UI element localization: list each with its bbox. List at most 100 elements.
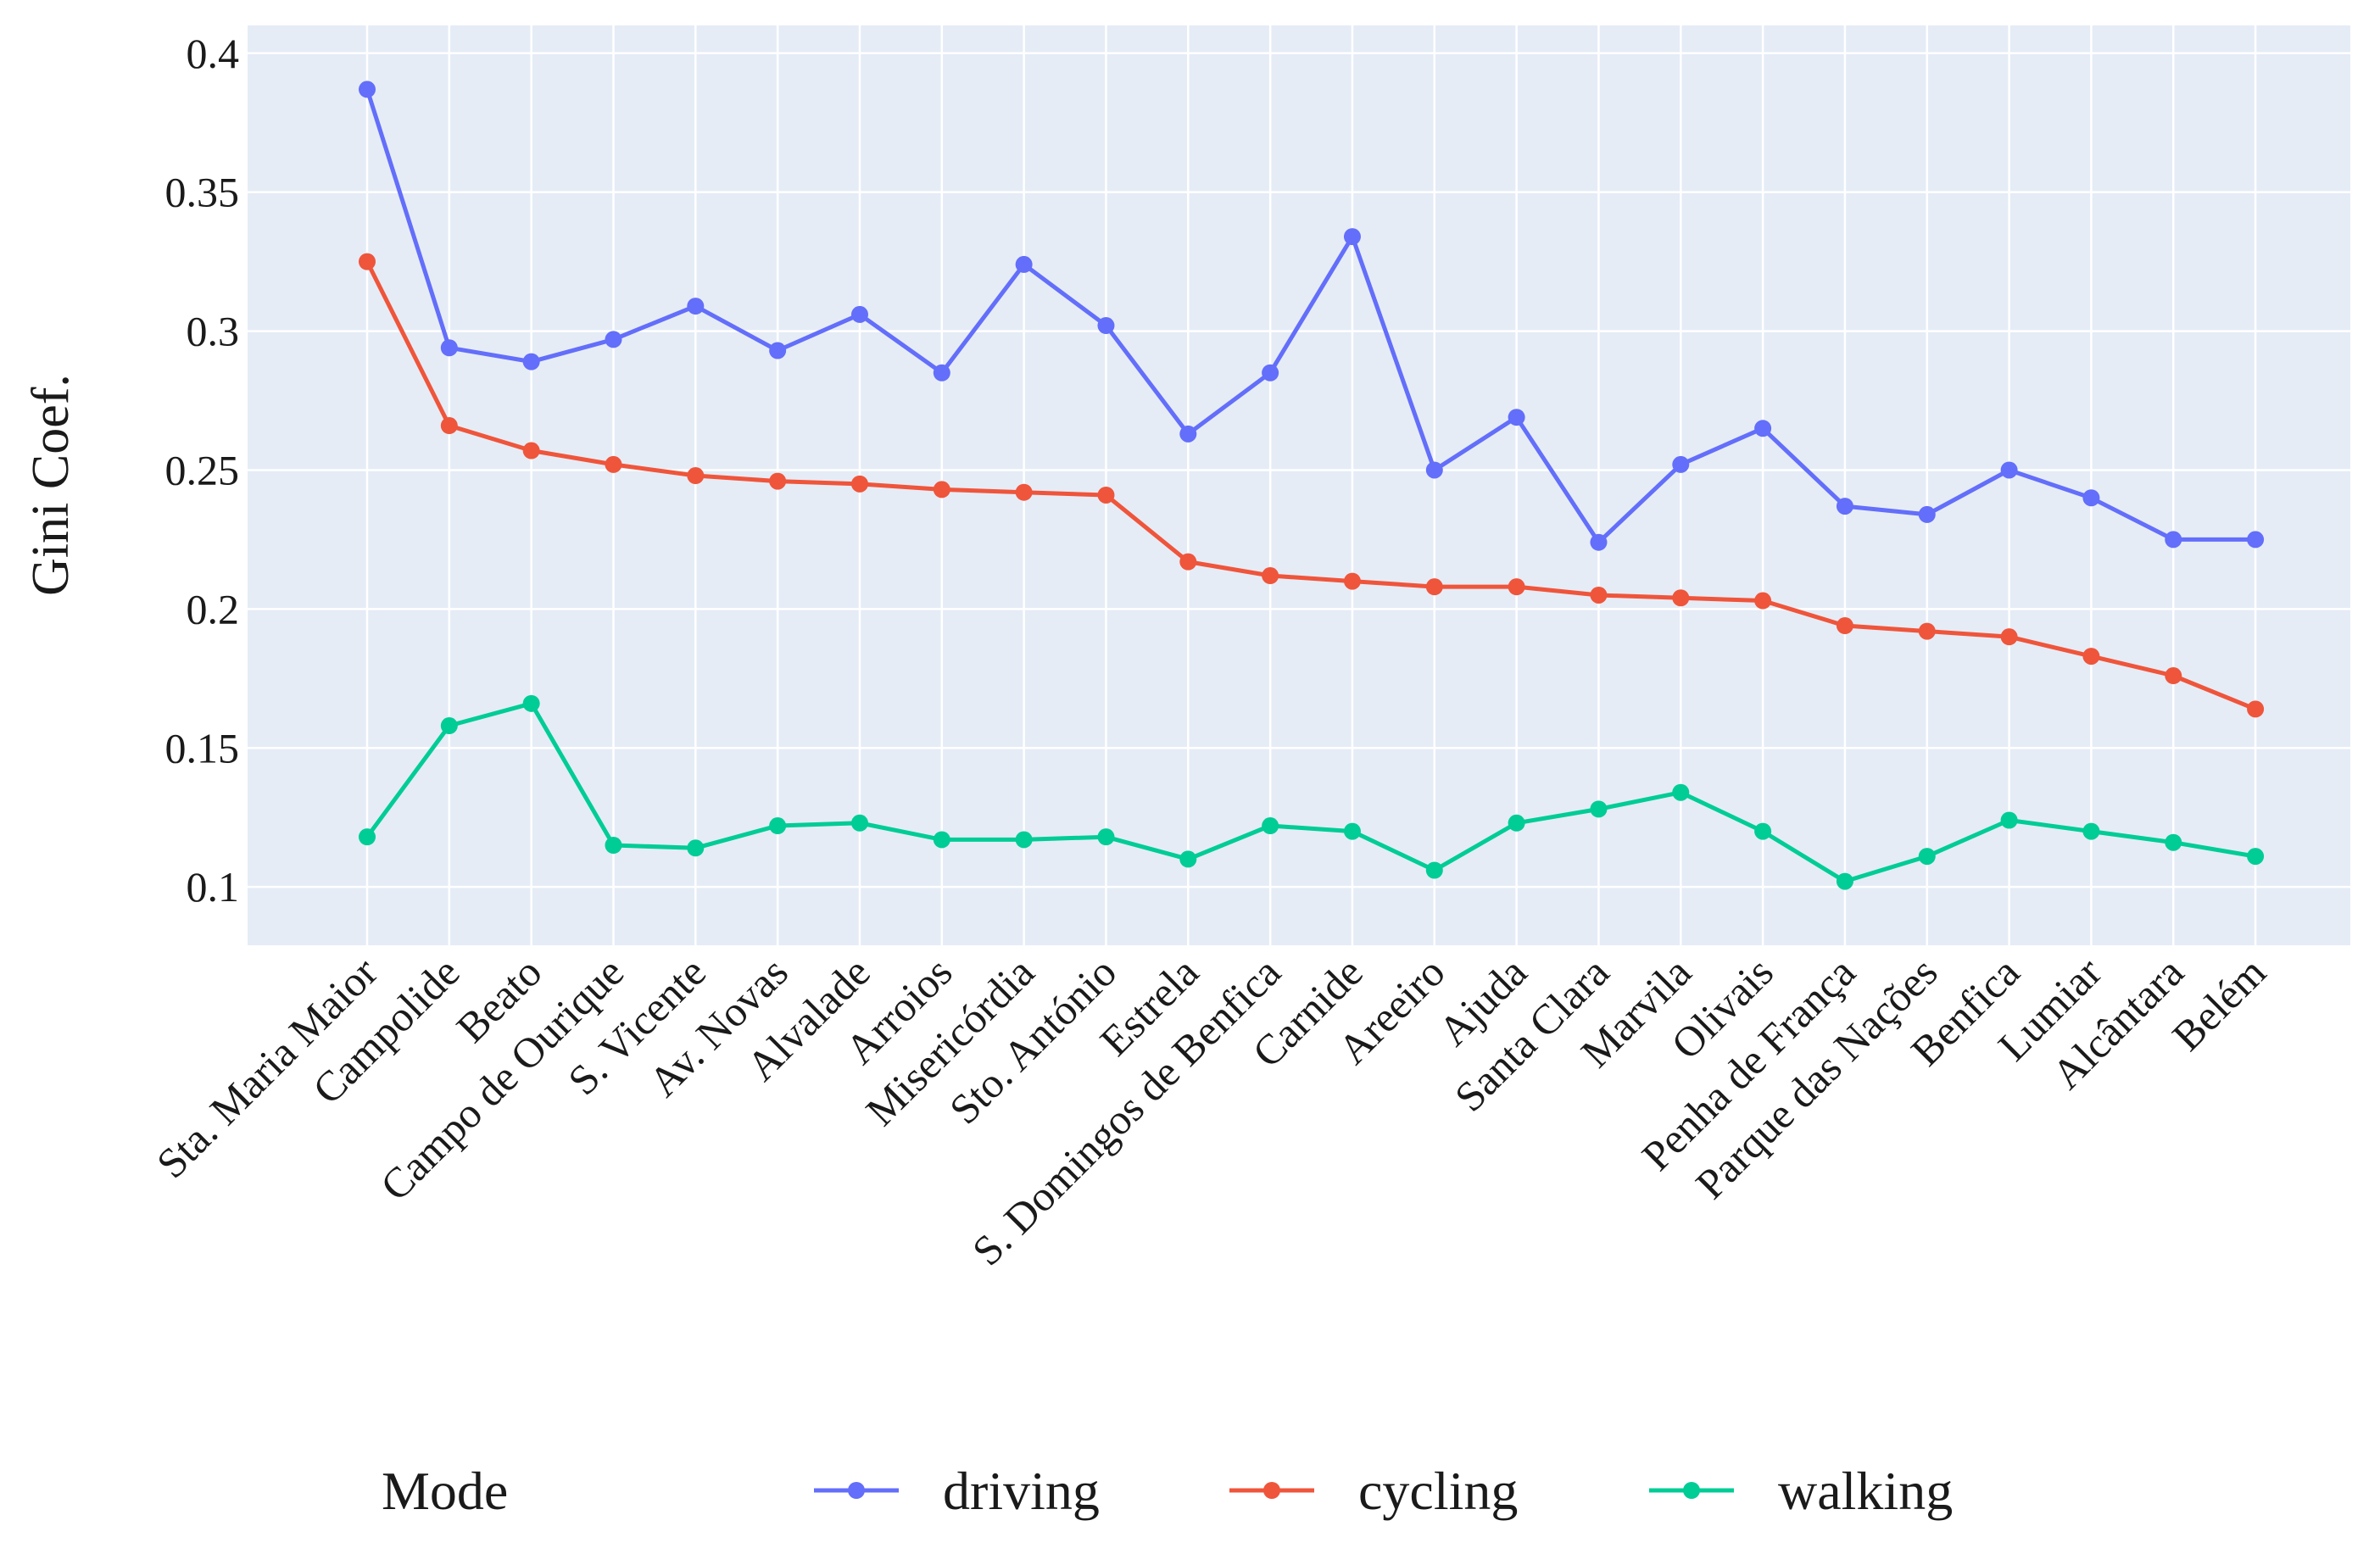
cycling-point bbox=[1015, 483, 1033, 501]
y-axis-ticks: 0.1 0.15 0.2 0.25 0.3 0.35 0.4 bbox=[165, 30, 240, 911]
driving-point bbox=[2247, 531, 2265, 549]
cycling-point bbox=[1343, 572, 1361, 590]
legend-swatch-marker bbox=[1263, 1482, 1280, 1499]
walking-point bbox=[1754, 822, 1772, 840]
cycling-point bbox=[2247, 700, 2265, 718]
cycling-point bbox=[2000, 628, 2018, 646]
driving-point bbox=[522, 353, 540, 370]
legend-item-walking[interactable]: walking bbox=[1649, 1461, 1953, 1521]
walking-point bbox=[1425, 861, 1443, 879]
driving-line bbox=[365, 88, 2256, 545]
y-tick-label: 0.25 bbox=[165, 446, 240, 493]
cycling-point bbox=[522, 442, 540, 459]
driving-point bbox=[1343, 228, 1361, 246]
legend-item-driving[interactable]: driving bbox=[814, 1461, 1100, 1521]
legend-swatch-marker bbox=[848, 1482, 865, 1499]
cycling-point bbox=[687, 467, 705, 485]
cycling-point bbox=[1179, 553, 1197, 571]
cycling-point bbox=[1590, 586, 1608, 604]
plot-area bbox=[248, 25, 2350, 945]
series-walking bbox=[359, 694, 2265, 890]
walking-point bbox=[2000, 811, 2018, 829]
walking-point bbox=[1097, 828, 1115, 846]
driving-point bbox=[1508, 409, 1525, 426]
walking-point bbox=[359, 828, 376, 846]
legend-label: driving bbox=[943, 1461, 1100, 1521]
walking-point bbox=[605, 836, 622, 854]
driving-point bbox=[1590, 533, 1608, 551]
driving-point bbox=[1918, 505, 1936, 523]
driving-point bbox=[933, 364, 950, 382]
y-tick-label: 0.2 bbox=[187, 585, 240, 632]
cycling-point bbox=[850, 475, 868, 493]
walking-line bbox=[365, 701, 2256, 884]
cycling-point bbox=[605, 455, 622, 473]
driving-point bbox=[1836, 498, 1853, 515]
cycling-point bbox=[1836, 617, 1853, 635]
walking-point bbox=[1836, 872, 1853, 890]
cycling-point bbox=[1097, 486, 1115, 504]
cycling-line bbox=[365, 260, 2257, 711]
legend-item-cycling[interactable]: cycling bbox=[1229, 1461, 1518, 1521]
driving-point bbox=[1754, 420, 1772, 437]
driving-point bbox=[850, 305, 868, 323]
y-tick-label: 0.1 bbox=[187, 863, 240, 911]
series-cycling bbox=[359, 253, 2265, 718]
driving-point bbox=[1262, 364, 1279, 382]
walking-point bbox=[1508, 814, 1525, 832]
cycling-point bbox=[1508, 578, 1525, 596]
cycling-point bbox=[1262, 567, 1279, 585]
cycling-point bbox=[359, 253, 376, 270]
y-axis-label: Gini Coef. bbox=[22, 374, 80, 596]
walking-point bbox=[933, 831, 950, 849]
walking-point bbox=[1262, 817, 1279, 835]
legend-label: cycling bbox=[1358, 1461, 1518, 1521]
y-tick-label: 0.35 bbox=[165, 169, 240, 216]
y-tick-label: 0.15 bbox=[165, 724, 240, 771]
driving-point bbox=[359, 81, 376, 98]
gridlines bbox=[248, 25, 2350, 945]
driving-point bbox=[1425, 461, 1443, 479]
y-tick-label: 0.3 bbox=[187, 308, 240, 355]
driving-point bbox=[687, 298, 705, 315]
legend-label: walking bbox=[1778, 1461, 1953, 1521]
cycling-point bbox=[1425, 578, 1443, 596]
walking-point bbox=[2082, 822, 2100, 840]
driving-point bbox=[1097, 317, 1115, 335]
driving-point bbox=[440, 339, 458, 357]
x-tick-label: Belém bbox=[2163, 948, 2275, 1060]
cycling-point bbox=[1672, 589, 1690, 607]
driving-point bbox=[2082, 489, 2100, 507]
cycling-point bbox=[1754, 592, 1772, 610]
walking-point bbox=[522, 694, 540, 712]
walking-point bbox=[2247, 848, 2265, 866]
walking-point bbox=[850, 814, 868, 832]
cycling-point bbox=[440, 417, 458, 435]
driving-point bbox=[1672, 455, 1690, 473]
driving-point bbox=[605, 331, 622, 348]
series-group bbox=[359, 81, 2265, 890]
cycling-point bbox=[2165, 667, 2182, 685]
driving-point bbox=[1179, 425, 1197, 443]
series-driving bbox=[359, 81, 2265, 551]
walking-point bbox=[769, 817, 787, 835]
driving-point bbox=[2165, 531, 2182, 549]
walking-point bbox=[1590, 800, 1608, 818]
walking-point bbox=[1179, 850, 1197, 868]
driving-point bbox=[1015, 255, 1033, 273]
walking-point bbox=[2165, 833, 2182, 851]
cycling-point bbox=[769, 472, 787, 490]
driving-point bbox=[769, 342, 787, 359]
legend-title: Mode bbox=[382, 1461, 508, 1521]
y-tick-label: 0.4 bbox=[187, 30, 240, 77]
walking-point bbox=[687, 839, 705, 857]
legend-swatch-marker bbox=[1683, 1482, 1700, 1499]
cycling-point bbox=[2082, 648, 2100, 666]
walking-point bbox=[1918, 848, 1936, 866]
walking-point bbox=[1672, 783, 1690, 801]
walking-point bbox=[1015, 831, 1033, 849]
walking-point bbox=[1343, 822, 1361, 840]
legend[interactable]: Mode driving cycling walking bbox=[382, 1461, 1953, 1521]
